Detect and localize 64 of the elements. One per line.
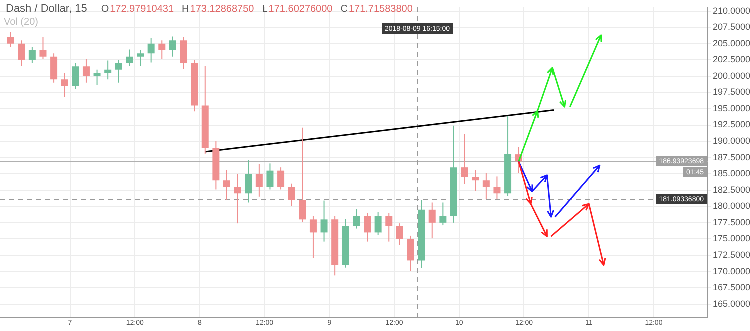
candlestick xyxy=(299,127,306,223)
candlestick xyxy=(494,176,501,200)
y-tick-label: 205.0000 xyxy=(713,38,750,48)
y-tick-label: 202.5000 xyxy=(713,54,750,65)
candlestick xyxy=(396,223,404,246)
candlestick xyxy=(40,36,47,60)
candlestick xyxy=(137,50,144,67)
annotation: L171.60276000 xyxy=(262,4,334,15)
candlestick xyxy=(245,160,252,204)
candlestick xyxy=(461,134,468,186)
candlestick xyxy=(61,72,68,98)
candlestick xyxy=(18,40,26,67)
y-tick-label: 190.0000 xyxy=(713,136,750,146)
y-tick-label: 210.0000 xyxy=(713,6,750,16)
candlestick xyxy=(148,38,155,64)
y-tick-label: 180.0000 xyxy=(713,201,750,212)
candlestick xyxy=(482,172,490,200)
candlestick xyxy=(310,216,317,259)
y-tick-label: 172.5000 xyxy=(713,250,750,260)
candlestick xyxy=(266,163,274,190)
candlestick xyxy=(428,202,436,240)
y-tick-label: 185.0000 xyxy=(713,168,750,179)
candlestick xyxy=(115,60,122,84)
candlestick xyxy=(82,58,90,84)
y-tick-label: 170.0000 xyxy=(713,266,750,276)
candlestick xyxy=(158,40,166,60)
candlestick xyxy=(288,183,296,206)
annotation: O172.97910431 xyxy=(101,4,174,15)
candlestick xyxy=(353,208,360,230)
y-tick-label: 192.5000 xyxy=(713,120,750,130)
candlestick xyxy=(440,202,447,226)
candlestick xyxy=(278,167,285,190)
candlestick xyxy=(234,174,242,224)
candlestick xyxy=(374,212,382,236)
y-tick-label: 165.0000 xyxy=(713,298,750,309)
candlestick xyxy=(7,32,14,48)
candlestick xyxy=(126,49,134,67)
candlestick xyxy=(407,235,414,272)
chart-title: Dash / Dollar, 15 xyxy=(6,3,88,16)
y-tick-label: 200.0000 xyxy=(713,70,750,81)
candlestick xyxy=(169,36,176,58)
candlestick xyxy=(50,53,58,84)
candlestick xyxy=(94,69,101,86)
candlestick xyxy=(104,60,112,80)
candlestick xyxy=(364,212,372,242)
annotation: H173.12868750 xyxy=(182,4,255,15)
y-tick-label: 195.0000 xyxy=(713,103,750,114)
y-tick-label: 167.5000 xyxy=(713,282,750,293)
y-tick-label: 177.5000 xyxy=(713,217,750,228)
y-tick-label: 187.5000 xyxy=(713,152,750,162)
candlestick xyxy=(28,46,36,64)
y-tick-label: 182.5000 xyxy=(713,184,750,195)
annotation: C171.71583800 xyxy=(340,4,414,15)
y-tick-label: 175.0000 xyxy=(713,234,750,244)
candlestick xyxy=(180,36,188,70)
candlestick xyxy=(223,170,230,201)
y-tick-label: 197.5000 xyxy=(713,87,750,98)
candlestick xyxy=(320,200,328,242)
candlestick xyxy=(386,212,393,242)
candlestick xyxy=(472,170,480,192)
candlestick xyxy=(72,62,80,90)
candlestick xyxy=(256,164,263,198)
y-tick-label: 207.5000 xyxy=(713,22,750,32)
annotation: Vol (20) xyxy=(4,16,38,28)
